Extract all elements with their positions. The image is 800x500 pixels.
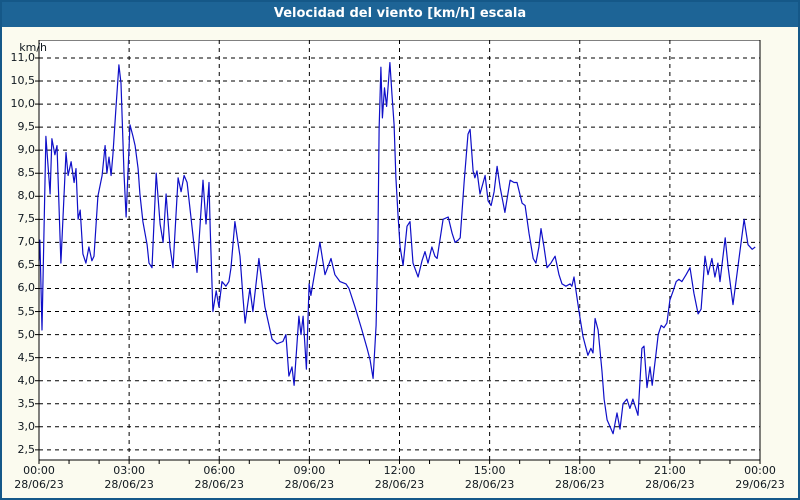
y-axis-unit-label: km/h	[19, 41, 47, 54]
y-tick-label: 7,0	[17, 235, 36, 249]
x-tick-time-label: 03:00	[113, 464, 145, 477]
y-tick-label: 5,0	[17, 327, 36, 341]
y-tick-label: 2,5	[17, 442, 36, 456]
x-tick-time-label: 06:00	[203, 464, 236, 477]
x-tick-date-label: 28/06/23	[14, 478, 64, 491]
y-tick-label: 6,0	[17, 281, 36, 295]
x-tick-date-label: 28/06/23	[374, 478, 425, 491]
x-tick-date-label: 28/06/23	[464, 478, 515, 491]
y-tick-label: 6,5	[17, 258, 36, 272]
y-tick-label: 10,5	[10, 74, 36, 88]
x-tick-date-label: 28/06/23	[284, 478, 335, 491]
y-tick-label: 4,0	[17, 373, 36, 387]
x-tick-time-label: 21:00	[654, 464, 686, 477]
x-tick-time-label: 00:00	[23, 464, 55, 477]
x-tick-date-label: 28/06/23	[555, 478, 605, 491]
x-tick-time-label: 12:00	[383, 464, 416, 477]
y-tick-label: 11,0	[10, 50, 36, 64]
y-tick-label: 3,0	[17, 419, 36, 433]
y-tick-label: 4,5	[17, 350, 36, 364]
y-tick-label: 7,5	[17, 212, 36, 226]
y-tick-label: 5,5	[17, 304, 36, 318]
y-tick-label: 8,5	[17, 166, 36, 180]
y-tick-label: 9,0	[17, 143, 36, 157]
x-tick-date-label: 29/06/23	[735, 478, 785, 491]
chart-title: Velocidad del viento [km/h] escala	[273, 6, 527, 21]
wind-speed-line-chart	[35, 40, 761, 464]
x-tick-time-label: 00:00	[744, 464, 776, 477]
y-tick-label: 8,0	[17, 189, 36, 203]
y-tick-label: 9,5	[17, 120, 36, 134]
y-tick-label: 10,0	[10, 97, 36, 111]
x-tick-date-label: 28/06/23	[104, 478, 154, 491]
x-tick-time-label: 09:00	[293, 464, 326, 477]
plot-border	[38, 40, 761, 461]
title-bar: Velocidad del viento [km/h] escala	[0, 0, 800, 27]
x-tick-date-label: 28/06/23	[645, 478, 695, 491]
x-tick-time-label: 15:00	[473, 464, 506, 477]
y-tick-label: 3,5	[17, 396, 36, 410]
x-tick-time-label: 18:00	[563, 464, 596, 477]
series-line	[38, 62, 756, 435]
x-tick-date-label: 28/06/23	[194, 478, 244, 491]
